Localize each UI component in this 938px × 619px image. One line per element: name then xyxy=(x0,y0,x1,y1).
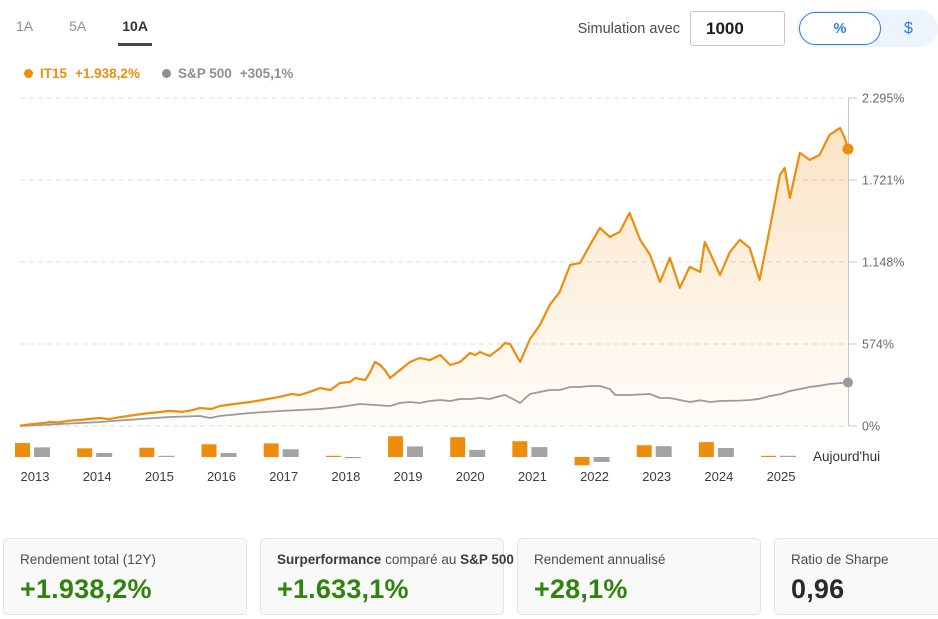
performance-chart[interactable]: 2.295% 1.721% 1.148% 574% 0% 2013 2014 2015 2016… xyxy=(0,0,938,530)
stat-label-benchmark: S&P 500 xyxy=(460,552,514,567)
legend-sp500-name: S&P 500 xyxy=(177,66,232,81)
stat-card-total-return: Rendement total (12Y) +1.938,2% xyxy=(3,538,247,615)
sp500-year-bar-2025 xyxy=(780,455,797,457)
stat-value: +1.633,1% xyxy=(277,573,409,604)
legend-it15-change: +1.938,2% xyxy=(75,66,140,81)
x-axis-label-2019: 2019 xyxy=(394,469,423,484)
sp500-line xyxy=(19,381,849,427)
stat-label: Ratio de Sharpe xyxy=(791,552,889,567)
x-axis-label-2023: 2023 xyxy=(642,469,671,484)
it15-dot-icon xyxy=(24,69,33,78)
today-label: Aujourd'hui xyxy=(813,449,880,464)
legend-item-sp500[interactable]: S&P 500 +305,1% xyxy=(161,66,294,81)
stat-card-outperformance: Surperformance comparé au S&P 500 +1.633… xyxy=(260,538,514,615)
it15-end-dot xyxy=(842,143,854,155)
amount-input[interactable] xyxy=(690,11,785,46)
legend-sp500-change: +305,1% xyxy=(239,66,294,81)
it15-area-fill xyxy=(20,127,848,427)
y-axis-label: 1.721% xyxy=(862,174,904,188)
x-axis-label-2017: 2017 xyxy=(269,469,298,484)
stat-cards: Rendement total (12Y) +1.938,2% Surperfo… xyxy=(3,538,938,615)
simulation-controls: Simulation avec % $ xyxy=(578,10,938,47)
x-axis-label-2015: 2015 xyxy=(145,469,174,484)
sp500-end-dot xyxy=(843,377,853,388)
range-tabs: 1A 5A 10A xyxy=(12,14,152,46)
y-axis-label: 1.148% xyxy=(862,255,904,269)
sp500-year-bar-2018 xyxy=(344,457,361,459)
it15-year-bar-2017 xyxy=(263,443,279,457)
sp500-year-bar-2021 xyxy=(531,447,548,457)
stat-label: Rendement annualisé xyxy=(534,552,666,567)
stat-card-annualized-return: Rendement annualisé +28,1% xyxy=(517,538,761,615)
it15-year-bar-2025 xyxy=(761,455,777,457)
x-axis-label-2020: 2020 xyxy=(456,469,485,484)
stat-card-sharpe-ratio: Ratio de Sharpe 0,96 xyxy=(774,538,938,615)
legend-item-it15[interactable]: IT15 +1.938,2% xyxy=(24,66,140,81)
unit-toggle: % $ xyxy=(797,10,938,47)
x-axis-label-2022: 2022 xyxy=(580,469,609,484)
sp500-year-bar-2019 xyxy=(407,446,424,457)
sp500-year-bar-2024 xyxy=(717,448,734,457)
it15-year-bar-2013 xyxy=(15,443,30,457)
x-axis-label-2021: 2021 xyxy=(518,469,547,484)
percent-toggle-button[interactable]: % xyxy=(799,12,881,45)
it15-year-bar-2022 xyxy=(574,457,590,466)
it15-year-bar-2023 xyxy=(636,445,652,457)
stat-value: 0,96 xyxy=(791,573,845,604)
it15-year-bar-2020 xyxy=(450,437,466,457)
stat-label-bold: Surperformance xyxy=(277,552,382,567)
x-axis-label-2014: 2014 xyxy=(83,469,112,484)
x-axis-label-2018: 2018 xyxy=(331,469,360,484)
y-axis-label: 574% xyxy=(862,337,894,351)
chart-legend: IT15 +1.938,2% S&P 500 +305,1% xyxy=(24,66,293,81)
sp500-year-bar-2014 xyxy=(96,452,113,457)
stat-value: +28,1% xyxy=(534,573,628,604)
sp500-year-bar-2023 xyxy=(655,446,672,457)
sp500-year-bar-2013 xyxy=(34,447,50,457)
x-axis-label-2024: 2024 xyxy=(704,469,733,484)
it15-year-bar-2014 xyxy=(77,448,93,457)
it15-year-bar-2018 xyxy=(325,455,341,457)
it15-year-bar-2019 xyxy=(388,436,404,457)
it15-line xyxy=(19,126,850,427)
sp500-year-bar-2016 xyxy=(220,452,237,457)
x-axis-label-2025: 2025 xyxy=(767,469,796,484)
tab-1a[interactable]: 1A xyxy=(16,18,34,34)
x-axis-label-2016: 2016 xyxy=(207,469,236,484)
stat-label: Surperformance comparé au S&P 500 xyxy=(277,552,514,568)
simulation-label: Simulation avec xyxy=(577,20,680,37)
stat-value: +1.938,2% xyxy=(20,573,152,604)
x-axis-label-2013: 2013 xyxy=(21,469,50,484)
y-axis-label: 0% xyxy=(862,420,880,434)
sp500-year-bar-2015 xyxy=(158,455,175,457)
it15-year-bar-2024 xyxy=(698,442,714,457)
y-axis-label: 2.295% xyxy=(862,92,904,106)
stat-label: Rendement total (12Y) xyxy=(20,552,156,567)
tab-5a[interactable]: 5A xyxy=(69,18,87,34)
dollar-toggle-button[interactable]: $ xyxy=(904,19,913,37)
performance-chart-svg: 2.295% 1.721% 1.148% 574% 0% 2013 2014 2015 2016… xyxy=(15,92,904,484)
it15-year-bar-2015 xyxy=(139,447,155,457)
legend-it15-name: IT15 xyxy=(40,66,68,81)
tab-10a[interactable]: 10A xyxy=(118,14,152,46)
stat-label-normal: comparé au xyxy=(385,552,457,567)
it15-year-bar-2021 xyxy=(512,441,528,457)
it15-year-bar-2016 xyxy=(201,444,217,457)
sp500-year-bar-2020 xyxy=(469,449,486,457)
sp500-year-bar-2017 xyxy=(282,449,299,457)
sp500-year-bar-2022 xyxy=(593,457,610,462)
sp500-dot-icon xyxy=(161,69,171,78)
